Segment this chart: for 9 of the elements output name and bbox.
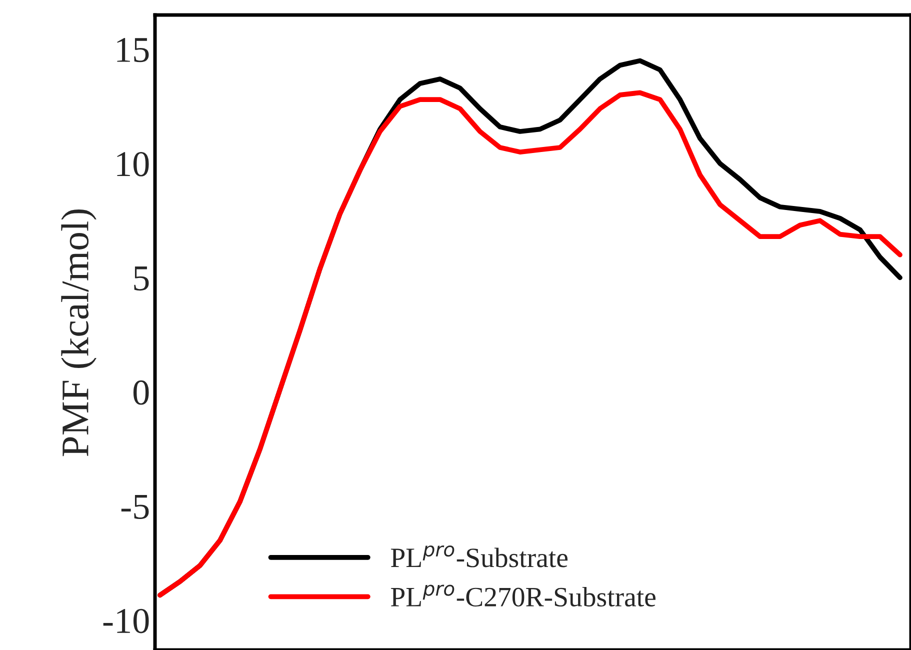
y-tick-label: -5 (121, 494, 149, 519)
legend-label: PL$^{pro}$-C270R-Substrate (390, 584, 656, 607)
y-axis-title: PMF (kcal/mol) (61, 209, 96, 456)
y-tick-label: 0 (133, 380, 149, 405)
legend-label: PL$^{pro}$-Substrate (390, 545, 568, 568)
y-tick-label: 10 (117, 152, 149, 176)
y-tick-label: 15 (117, 38, 149, 62)
y-tick-label: 5 (134, 266, 149, 291)
y-tick-label: -10 (103, 608, 149, 634)
